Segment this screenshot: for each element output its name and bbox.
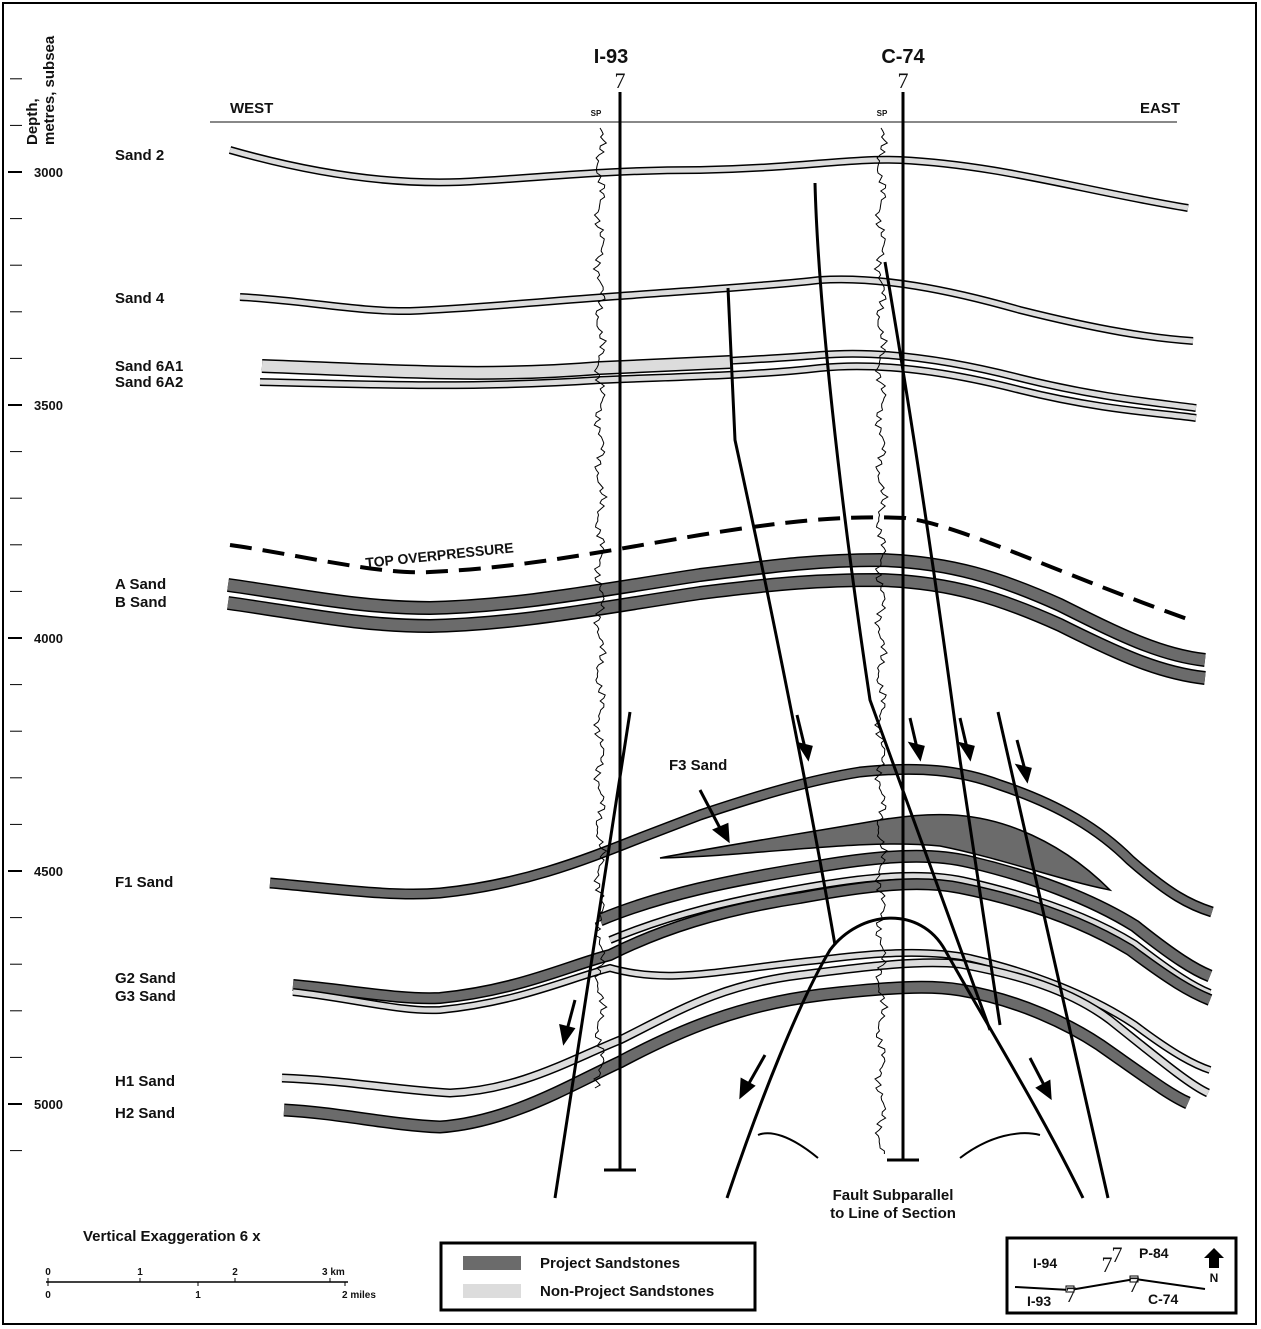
axis-label: Depth, [24,98,41,145]
scale-bar [46,1278,348,1286]
map-well: P-84 [1139,1245,1169,1261]
depth-axis: Depth, metres, subsea 3000 3500 4000 4500 50… [8,35,63,1150]
sand-label: B Sand [115,594,167,611]
arrow-head [561,1026,573,1042]
log-label: SP [877,109,888,118]
direction: WEST [230,100,273,117]
scale-label: 0 [45,1267,51,1278]
legend-label: Non-Project Sandstones [540,1283,714,1300]
north-label: N [1210,1271,1219,1285]
legend: Project Sandstones Non-Project Sandstone… [441,1243,755,1310]
scale-label: 2 [232,1267,238,1278]
legend-label: Project Sandstones [540,1255,680,1272]
scale-label: 2 miles [342,1290,376,1301]
arrow-head [911,744,923,758]
well-name: C-74 [881,46,925,68]
well-name: I-93 [594,46,628,68]
sand-label: Sand 2 [115,147,164,164]
horizon [228,560,1205,660]
sand-label: G2 Sand [115,970,176,987]
arrow-head [741,1080,753,1096]
fault [998,712,1108,1198]
sand-label: Sand 6A2 [115,374,183,391]
horizons [228,150,1212,1127]
scale-label: 0 [45,1290,51,1301]
direction: EAST [1140,100,1180,117]
map-symbol: 7 [1112,1242,1123,1267]
sand-label: H1 Sand [115,1073,175,1090]
legend-swatch [463,1284,521,1298]
log-label: SP [591,109,602,118]
sand-label: F1 Sand [115,874,173,891]
pointer [960,1133,1040,1158]
sand-label: G3 Sand [115,988,176,1005]
legend-swatch [463,1256,521,1270]
horizon [240,279,1193,341]
map-well: I-94 [1033,1255,1057,1271]
note: Fault Subparallel [833,1187,954,1204]
arrow-head [715,825,728,840]
well-symbol: 7 [898,68,909,93]
horizon [230,150,1188,208]
arrow-head [1038,1082,1050,1097]
scale-label: 1 [195,1290,201,1301]
tick-label: 5000 [34,1097,63,1112]
scale-label: 1 [137,1267,143,1278]
axis-label: metres, subsea [41,35,58,145]
tick-label: 4000 [34,631,63,646]
exaggeration: Vertical Exaggeration 6 x [83,1228,261,1245]
arrow [567,1000,575,1030]
tick-label: 3000 [34,165,63,180]
note: to Line of Section [830,1205,956,1222]
map-symbol: 7 [1129,1272,1140,1297]
pointer [758,1133,818,1158]
well-symbol: 7 [615,68,626,93]
scale-label: 3 km [322,1267,345,1278]
arrow-head [1018,766,1030,780]
arrow-head [961,744,973,758]
location-map: I-94 P-84 I-93 C-74 7 7 7 7 N [1007,1238,1236,1313]
frame [3,3,1256,1324]
cross-section: I-93 7 SP C-74 7 SP WEST EAST Depth, met… [0,0,1261,1329]
sand-label: F3 Sand [669,757,727,774]
sand-label: A Sand [115,576,166,593]
arrow [748,1055,765,1085]
sand-label: Sand 6A1 [115,358,183,375]
arrow [1030,1058,1044,1085]
sand-label: H2 Sand [115,1105,175,1122]
map-symbol: 7 [1066,1282,1077,1307]
map-well: C-74 [1148,1291,1179,1307]
sand-label: Sand 4 [115,290,165,307]
tick-label: 3500 [34,398,63,413]
tick-label: 4500 [34,864,63,879]
map-well: I-93 [1027,1293,1051,1309]
